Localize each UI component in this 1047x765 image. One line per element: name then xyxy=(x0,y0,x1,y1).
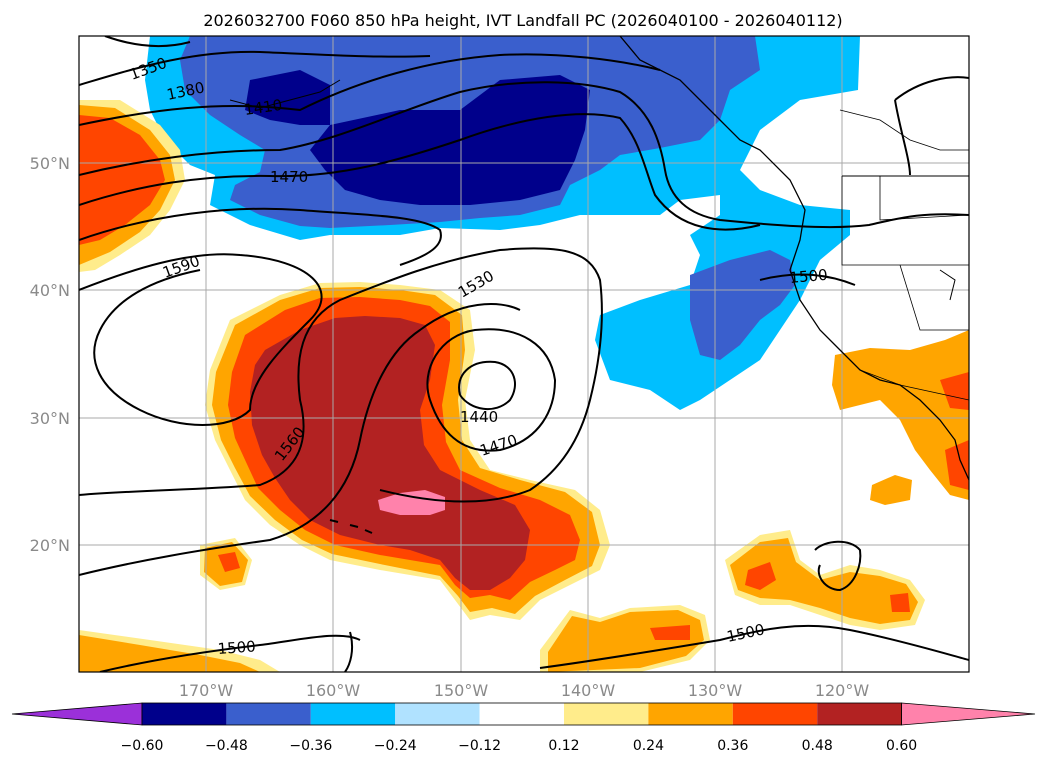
colorbar-segment xyxy=(395,703,480,725)
contour-label: 1500 xyxy=(217,637,256,658)
colorbar-tick-label: −0.48 xyxy=(205,738,248,754)
lon-label: 170°W xyxy=(179,681,234,700)
colorbar-segment xyxy=(648,703,733,725)
colorbar-tick-label: 0.12 xyxy=(548,738,579,754)
graticule xyxy=(79,36,969,672)
colorbar-frame xyxy=(141,702,902,726)
colorbar-segment xyxy=(817,703,902,725)
lat-label: 20°N xyxy=(30,536,70,555)
colorbar-tick-label: 0.36 xyxy=(717,738,748,754)
colorbar-tick-label: −0.24 xyxy=(374,738,417,754)
lat-label: 30°N xyxy=(30,409,70,428)
lat-label: 40°N xyxy=(30,281,70,300)
colorbar-extend-low xyxy=(11,702,143,726)
figure-title: 2026032700 F060 850 hPa height, IVT Land… xyxy=(203,11,842,30)
lon-label: 130°W xyxy=(688,681,743,700)
negative-anomaly-shading xyxy=(145,36,860,410)
colorbar-tick-label: −0.60 xyxy=(121,738,164,754)
colorbar-tick-label: 0.24 xyxy=(633,738,664,754)
coastlines xyxy=(229,36,969,534)
colorbar-extend-high xyxy=(901,702,1036,726)
latitude-labels: 50°N 40°N 30°N 20°N xyxy=(30,154,70,555)
colorbar: −0.60 −0.48 −0.36 −0.24 −0.12 0.12 0.24 … xyxy=(11,702,1036,754)
colorbar-tick-label: 0.60 xyxy=(886,738,917,754)
colorbar-segment xyxy=(479,703,564,725)
colorbar-tick-label: −0.12 xyxy=(458,738,501,754)
longitude-labels: 170°W 160°W 150°W 140°W 130°W 120°W xyxy=(179,681,870,700)
positive-anomaly-shading xyxy=(79,100,969,672)
lon-label: 150°W xyxy=(434,681,489,700)
lat-label: 50°N xyxy=(30,154,70,173)
colorbar-segment xyxy=(142,703,227,725)
colorbar-tick-label: −0.36 xyxy=(289,738,332,754)
contour-label: 1470 xyxy=(270,168,308,186)
colorbar-tick-label: 0.48 xyxy=(802,738,833,754)
map-panel: 1350 1380 1410 1470 1590 1530 1500 1560 … xyxy=(79,36,969,672)
contour-label: 1410 xyxy=(243,96,283,119)
colorbar-segment xyxy=(732,703,818,725)
lon-label: 140°W xyxy=(561,681,616,700)
colorbar-segment xyxy=(564,703,649,725)
colorbar-segment xyxy=(226,703,311,725)
lon-label: 160°W xyxy=(306,681,361,700)
lon-label: 120°W xyxy=(815,681,870,700)
contour-label: 1500 xyxy=(789,266,829,287)
colorbar-segment xyxy=(310,703,396,725)
height-contours xyxy=(79,36,969,672)
contour-label: 1440 xyxy=(460,408,498,426)
map-frame xyxy=(78,35,970,673)
